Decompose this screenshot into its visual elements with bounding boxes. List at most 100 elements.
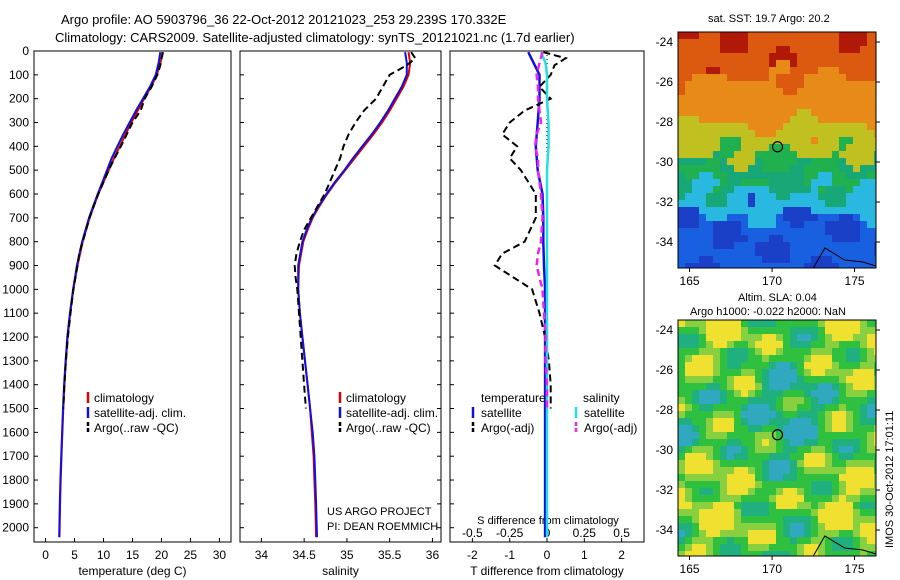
map-cell	[867, 263, 874, 268]
map-cell	[846, 137, 853, 144]
map-cell	[867, 320, 874, 327]
map-cell	[783, 474, 790, 481]
map-cell	[783, 376, 790, 383]
map-cell	[818, 214, 825, 221]
map-cell	[713, 481, 720, 488]
map-cell	[699, 123, 706, 130]
map-cell	[783, 425, 790, 432]
map-cell	[685, 530, 692, 537]
map-cell	[853, 39, 860, 46]
map-cell	[699, 165, 706, 172]
map-cell	[818, 418, 825, 425]
map-cell	[748, 425, 755, 432]
map-cell	[825, 249, 832, 256]
map-cell	[846, 439, 853, 446]
map-cell	[755, 137, 762, 144]
map-cell	[727, 81, 734, 88]
map-cell	[874, 502, 876, 509]
map-cell	[706, 186, 713, 193]
map-cell	[832, 186, 839, 193]
map-cell	[734, 376, 741, 383]
map-cell	[678, 551, 685, 556]
map-cell	[706, 214, 713, 221]
map-cell	[720, 81, 727, 88]
map-cell	[713, 46, 720, 53]
map-cell	[804, 530, 811, 537]
map-cell	[804, 249, 811, 256]
map-cell	[797, 453, 804, 460]
map-cell	[762, 467, 769, 474]
map-cell	[867, 432, 874, 439]
legend-label: satellite	[481, 406, 522, 420]
map-cell	[846, 179, 853, 186]
map-cell	[818, 355, 825, 362]
map-cell	[853, 439, 860, 446]
map-cell	[825, 432, 832, 439]
map-cell	[685, 137, 692, 144]
map-cell	[832, 228, 839, 235]
map-cell	[825, 453, 832, 460]
map-cell	[699, 242, 706, 249]
map-cell	[797, 158, 804, 165]
map-cell	[867, 334, 874, 341]
map-cell	[853, 446, 860, 453]
map-cell	[692, 411, 699, 418]
map-cell	[860, 179, 867, 186]
map-cell	[762, 334, 769, 341]
map-cell	[797, 32, 804, 39]
map-cell	[874, 53, 876, 60]
map-cell	[860, 242, 867, 249]
map-cell	[797, 172, 804, 179]
map-cell	[853, 341, 860, 348]
map-cell	[818, 481, 825, 488]
map-cell	[699, 151, 706, 158]
map-cell	[811, 334, 818, 341]
map-cell	[706, 376, 713, 383]
map-cell	[720, 228, 727, 235]
map-cell	[685, 249, 692, 256]
map-cell	[769, 348, 776, 355]
map-cell	[811, 165, 818, 172]
map-cell	[678, 74, 685, 81]
map-cell	[825, 256, 832, 263]
map-cell	[783, 256, 790, 263]
map-cell	[699, 369, 706, 376]
map-cell	[783, 158, 790, 165]
map-cell	[797, 46, 804, 53]
map-cell	[860, 467, 867, 474]
map-cell	[713, 144, 720, 151]
map-cell	[748, 242, 755, 249]
map-cell	[811, 446, 818, 453]
salinity-scale-tick-label: -0.5	[462, 526, 483, 540]
map-cell	[860, 158, 867, 165]
map-cell	[706, 228, 713, 235]
salinity-scale-tick-label: 0.25	[573, 526, 597, 540]
map-cell	[790, 249, 797, 256]
map-cell	[685, 32, 692, 39]
map-cell	[678, 432, 685, 439]
map-cell	[699, 341, 706, 348]
map-cell	[706, 102, 713, 109]
map-cell	[783, 46, 790, 53]
map-cell	[762, 186, 769, 193]
map-cell	[839, 144, 846, 151]
map-cell	[678, 404, 685, 411]
map-cell	[790, 256, 797, 263]
map-cell	[678, 137, 685, 144]
map-cell	[685, 411, 692, 418]
map-cell	[769, 53, 776, 60]
map-cell	[783, 460, 790, 467]
map-cell	[720, 544, 727, 551]
map-cell	[685, 327, 692, 334]
map-cell	[776, 53, 783, 60]
map-cell	[797, 53, 804, 60]
map-cell	[706, 158, 713, 165]
map-cell	[832, 383, 839, 390]
map-cell	[811, 214, 818, 221]
map-cell	[853, 53, 860, 60]
y-tick-label: 0	[22, 44, 29, 58]
map-cell	[825, 158, 832, 165]
map-cell	[678, 439, 685, 446]
map-cell	[811, 495, 818, 502]
map-cell	[741, 186, 748, 193]
